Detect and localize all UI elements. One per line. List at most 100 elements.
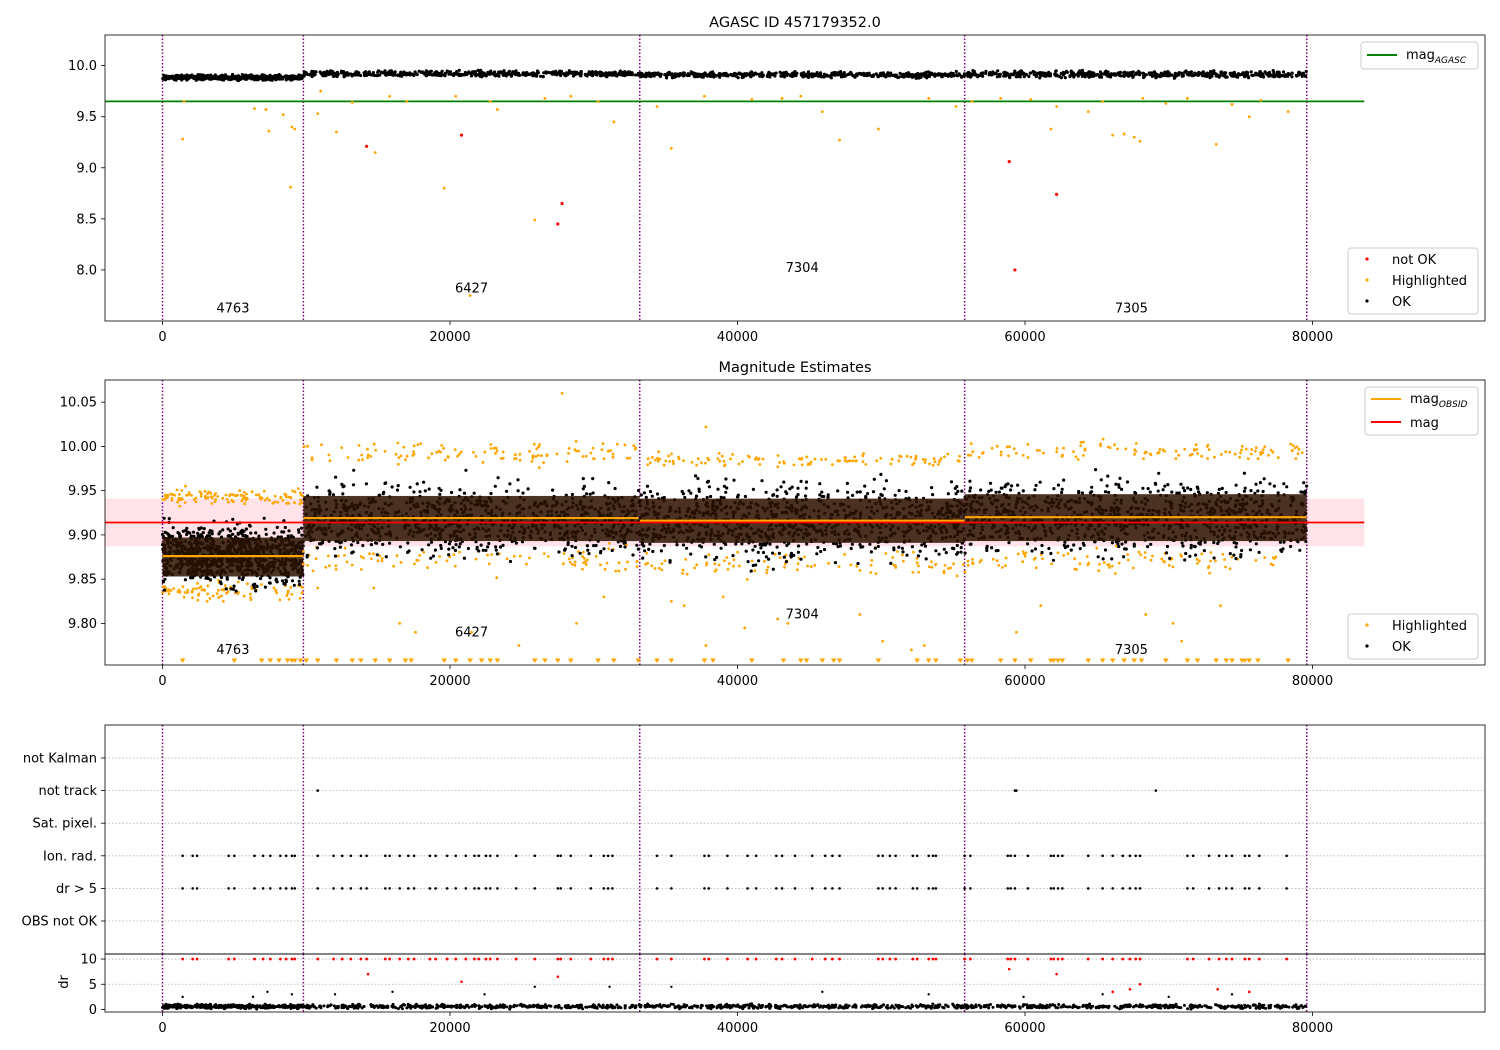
highlighted-point xyxy=(943,564,947,567)
ok-point xyxy=(718,75,722,79)
highlighted-point xyxy=(220,594,223,598)
ok-point xyxy=(945,73,949,77)
highlighted-point xyxy=(660,568,664,572)
highlighted-point xyxy=(836,459,840,463)
ok-point xyxy=(1216,73,1220,77)
highlighted-point xyxy=(612,120,616,124)
ok-point xyxy=(376,69,381,73)
ok-point xyxy=(568,71,573,75)
ok-point xyxy=(361,543,365,548)
highlighted-point xyxy=(1286,110,1290,114)
highlighted-point xyxy=(172,587,176,590)
ok-point xyxy=(1193,71,1197,75)
ok-point xyxy=(1054,73,1058,77)
highlighted-point xyxy=(405,454,409,458)
highlighted-point xyxy=(525,562,528,566)
ok-point xyxy=(221,74,225,78)
ok-point xyxy=(226,527,230,531)
highlighted-point xyxy=(911,463,914,467)
highlighted-point xyxy=(611,452,615,456)
highlighted-point xyxy=(682,459,685,463)
highlighted-point xyxy=(388,94,392,98)
ok-point xyxy=(888,74,892,78)
ok-point xyxy=(761,550,766,555)
ok-point xyxy=(795,71,799,75)
ok-point xyxy=(1004,74,1008,78)
ok-point xyxy=(751,487,756,491)
ok-point xyxy=(328,490,332,494)
ok-point xyxy=(779,485,783,489)
highlighted-point xyxy=(635,565,639,569)
highlighted-point xyxy=(778,556,782,559)
ok-point xyxy=(277,75,281,79)
highlighted-point xyxy=(1141,96,1145,100)
highlighted-point xyxy=(650,564,654,568)
highlighted-point xyxy=(434,560,438,564)
ok-point xyxy=(350,73,354,77)
highlighted-point xyxy=(528,556,531,560)
ok-point xyxy=(474,72,478,76)
ok-point xyxy=(748,71,752,75)
ok-point xyxy=(359,73,363,78)
highlighted-point xyxy=(483,450,487,454)
highlighted-point xyxy=(376,559,380,563)
highlighted-point xyxy=(681,572,684,575)
highlighted-point xyxy=(902,559,905,563)
highlighted-point xyxy=(1029,97,1033,101)
ok-point xyxy=(163,530,167,534)
highlighted-point xyxy=(655,105,659,108)
highlighted-point xyxy=(350,101,354,104)
highlighted-point xyxy=(249,596,253,599)
ok-point xyxy=(274,577,278,581)
ok-point xyxy=(647,547,651,552)
highlighted-point xyxy=(869,563,873,567)
ok-point xyxy=(447,72,451,76)
highlighted-point xyxy=(224,493,228,497)
highlighted-point xyxy=(239,494,243,497)
highlighted-point xyxy=(494,452,497,455)
highlighted-point xyxy=(489,443,493,446)
ok-point xyxy=(658,73,663,77)
highlighted-point xyxy=(357,458,361,462)
ok-point xyxy=(420,70,425,74)
highlighted-point xyxy=(263,498,267,502)
highlighted-point xyxy=(938,459,941,462)
highlighted-point xyxy=(1230,103,1234,106)
ok-point xyxy=(1254,71,1258,75)
ok-point xyxy=(536,70,540,74)
highlighted-point xyxy=(205,600,209,603)
ok-point xyxy=(1246,74,1250,78)
ok-point xyxy=(1099,75,1104,79)
ok-point xyxy=(334,475,338,479)
ok-point xyxy=(387,541,392,545)
ok-point xyxy=(702,72,706,76)
ok-point xyxy=(185,73,189,77)
highlighted-point xyxy=(843,553,846,556)
highlighted-point xyxy=(700,461,703,465)
ok-point xyxy=(319,542,323,546)
ok-point xyxy=(1059,71,1063,76)
highlighted-point xyxy=(230,498,234,502)
ok-point xyxy=(508,559,513,564)
highlighted-point xyxy=(584,563,588,566)
ok-point xyxy=(297,579,301,583)
ok-point xyxy=(486,545,490,549)
ok-point xyxy=(1098,70,1102,74)
highlighted-point xyxy=(458,452,461,456)
ok-point xyxy=(803,494,808,498)
ok-point xyxy=(364,482,368,486)
not-ok-point xyxy=(365,144,369,148)
ok-point xyxy=(799,72,803,76)
ok-point xyxy=(602,547,606,551)
ok-point xyxy=(451,546,455,550)
highlighted-point xyxy=(847,459,851,463)
ok-point xyxy=(796,550,801,554)
highlighted-point xyxy=(177,493,181,496)
highlighted-point xyxy=(721,454,724,458)
highlighted-point xyxy=(611,455,615,459)
highlighted-point xyxy=(667,454,670,458)
highlighted-point xyxy=(573,448,577,451)
highlighted-point xyxy=(645,551,649,555)
highlighted-point xyxy=(226,590,230,594)
panel-magnitude-title: Magnitude Estimates xyxy=(718,360,871,376)
